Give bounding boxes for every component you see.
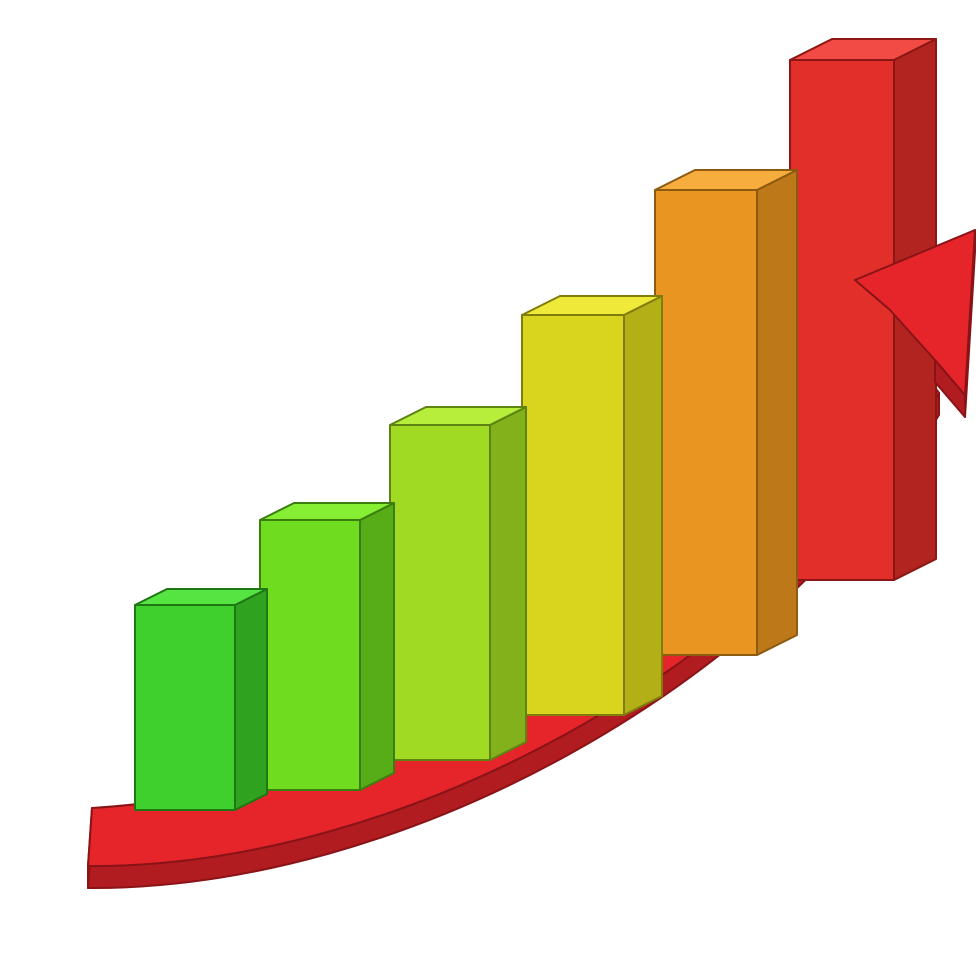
bar-front-1 [260,520,360,790]
bar-side-3 [624,296,662,715]
bar-side-0 [235,589,267,810]
bar-side-4 [757,170,797,655]
bar-front-2 [390,425,490,760]
bar-front-4 [655,190,757,655]
bar-front-5 [790,60,894,580]
growth-bar-chart [0,0,980,980]
bar-front-3 [522,315,624,715]
bar-front-0 [135,605,235,810]
bar-side-2 [490,407,526,760]
bar-side-1 [360,503,394,790]
